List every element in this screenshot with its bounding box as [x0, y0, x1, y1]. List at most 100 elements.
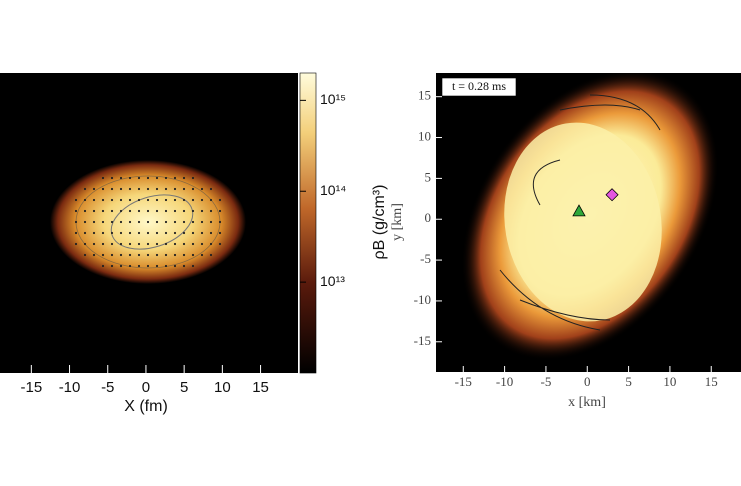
- vector-dot: [74, 209, 78, 213]
- vector-dot: [164, 253, 168, 257]
- x-tick-label: -5: [101, 379, 114, 396]
- vector-dot: [218, 209, 222, 213]
- vector-dot: [101, 231, 105, 235]
- vector-dot: [218, 220, 222, 224]
- vector-dot: [155, 264, 159, 268]
- vector-dot: [200, 187, 204, 191]
- vector-dot: [146, 198, 150, 202]
- colorbar-tick-label: 10¹⁴: [320, 182, 346, 198]
- vector-dot: [83, 231, 87, 235]
- y-axis-label: y [km]: [390, 203, 405, 241]
- marker: [605, 188, 619, 202]
- vector-dot: [200, 253, 204, 257]
- vector-dot: [173, 253, 177, 257]
- vector-dot: [137, 220, 141, 224]
- vector-dot: [209, 253, 213, 257]
- vector-dot: [110, 209, 114, 213]
- vector-dot: [164, 264, 168, 268]
- vector-dot: [101, 176, 105, 180]
- vector-dot: [119, 220, 123, 224]
- vector-dot: [119, 242, 123, 246]
- x-tick-label: 15: [705, 374, 718, 389]
- x-tick-label: 0: [584, 374, 591, 389]
- x-tick-label: -15: [20, 379, 42, 396]
- vector-dot: [182, 198, 186, 202]
- vector-dot: [128, 220, 132, 224]
- y-tick-label: -5: [420, 251, 431, 266]
- x-tick-label: 15: [252, 379, 269, 396]
- vector-dot: [101, 253, 105, 257]
- y-tick-label: -10: [414, 292, 431, 307]
- vector-dot: [101, 264, 105, 268]
- vector-dot: [137, 187, 141, 191]
- vector-dot: [191, 264, 195, 268]
- y-tick-label: 15: [418, 88, 431, 103]
- vector-dot: [119, 231, 123, 235]
- vector-dot: [128, 176, 132, 180]
- vector-dot: [200, 242, 204, 246]
- vector-dot: [155, 176, 159, 180]
- vector-dot: [92, 253, 96, 257]
- colorbar-label: ρB (g/cm³): [371, 185, 388, 260]
- vector-dot: [128, 187, 132, 191]
- vector-dot: [173, 209, 177, 213]
- vector-dot: [119, 176, 123, 180]
- vector-dot: [119, 264, 123, 268]
- vector-dot: [110, 176, 114, 180]
- annotation: t = 0.28 ms: [452, 79, 506, 93]
- vector-dot: [182, 242, 186, 246]
- vector-dot: [173, 198, 177, 202]
- vector-dot: [74, 220, 78, 224]
- x-tick-label: -5: [541, 374, 552, 389]
- vector-dot: [209, 220, 213, 224]
- vector-dot: [182, 220, 186, 224]
- vector-dot: [209, 242, 213, 246]
- vector-dot: [146, 209, 150, 213]
- vector-dot: [101, 242, 105, 246]
- vector-dot: [155, 231, 159, 235]
- vector-dot: [92, 198, 96, 202]
- vector-dot: [191, 253, 195, 257]
- vector-dot: [164, 231, 168, 235]
- vector-dot: [173, 264, 177, 268]
- vector-dot: [209, 198, 213, 202]
- colorbar: [299, 72, 317, 374]
- vector-dot: [101, 209, 105, 213]
- vector-dot: [137, 264, 141, 268]
- vector-dot: [110, 242, 114, 246]
- vector-dot: [173, 187, 177, 191]
- vector-dot: [191, 231, 195, 235]
- vector-dot: [146, 176, 150, 180]
- vector-dot: [92, 220, 96, 224]
- vector-dot: [101, 187, 105, 191]
- vector-dot: [191, 220, 195, 224]
- vector-dot: [137, 176, 141, 180]
- vector-dot: [200, 220, 204, 224]
- vector-dot: [83, 220, 87, 224]
- x-tick-label: 0: [142, 379, 150, 396]
- vector-dot: [110, 253, 114, 257]
- vector-dot: [137, 198, 141, 202]
- vector-dot: [119, 253, 123, 257]
- vector-dot: [200, 198, 204, 202]
- vector-dot: [164, 242, 168, 246]
- vector-dot: [146, 231, 150, 235]
- y-tick-label: 10: [418, 129, 431, 144]
- vector-dot: [119, 187, 123, 191]
- vector-dot: [137, 242, 141, 246]
- vector-dot: [191, 187, 195, 191]
- vector-dot: [146, 220, 150, 224]
- vector-dot: [119, 209, 123, 213]
- vector-dot: [164, 220, 168, 224]
- vector-dot: [155, 253, 159, 257]
- colorbar-tick-label: 10¹⁵: [320, 91, 346, 107]
- vector-dot: [146, 253, 150, 257]
- vector-dot: [83, 253, 87, 257]
- vector-dot: [200, 231, 204, 235]
- y-tick-label: -15: [414, 333, 431, 348]
- vector-dot: [101, 220, 105, 224]
- vector-dot: [218, 242, 222, 246]
- vector-dot: [155, 187, 159, 191]
- vector-dot: [164, 176, 168, 180]
- vector-dot: [101, 198, 105, 202]
